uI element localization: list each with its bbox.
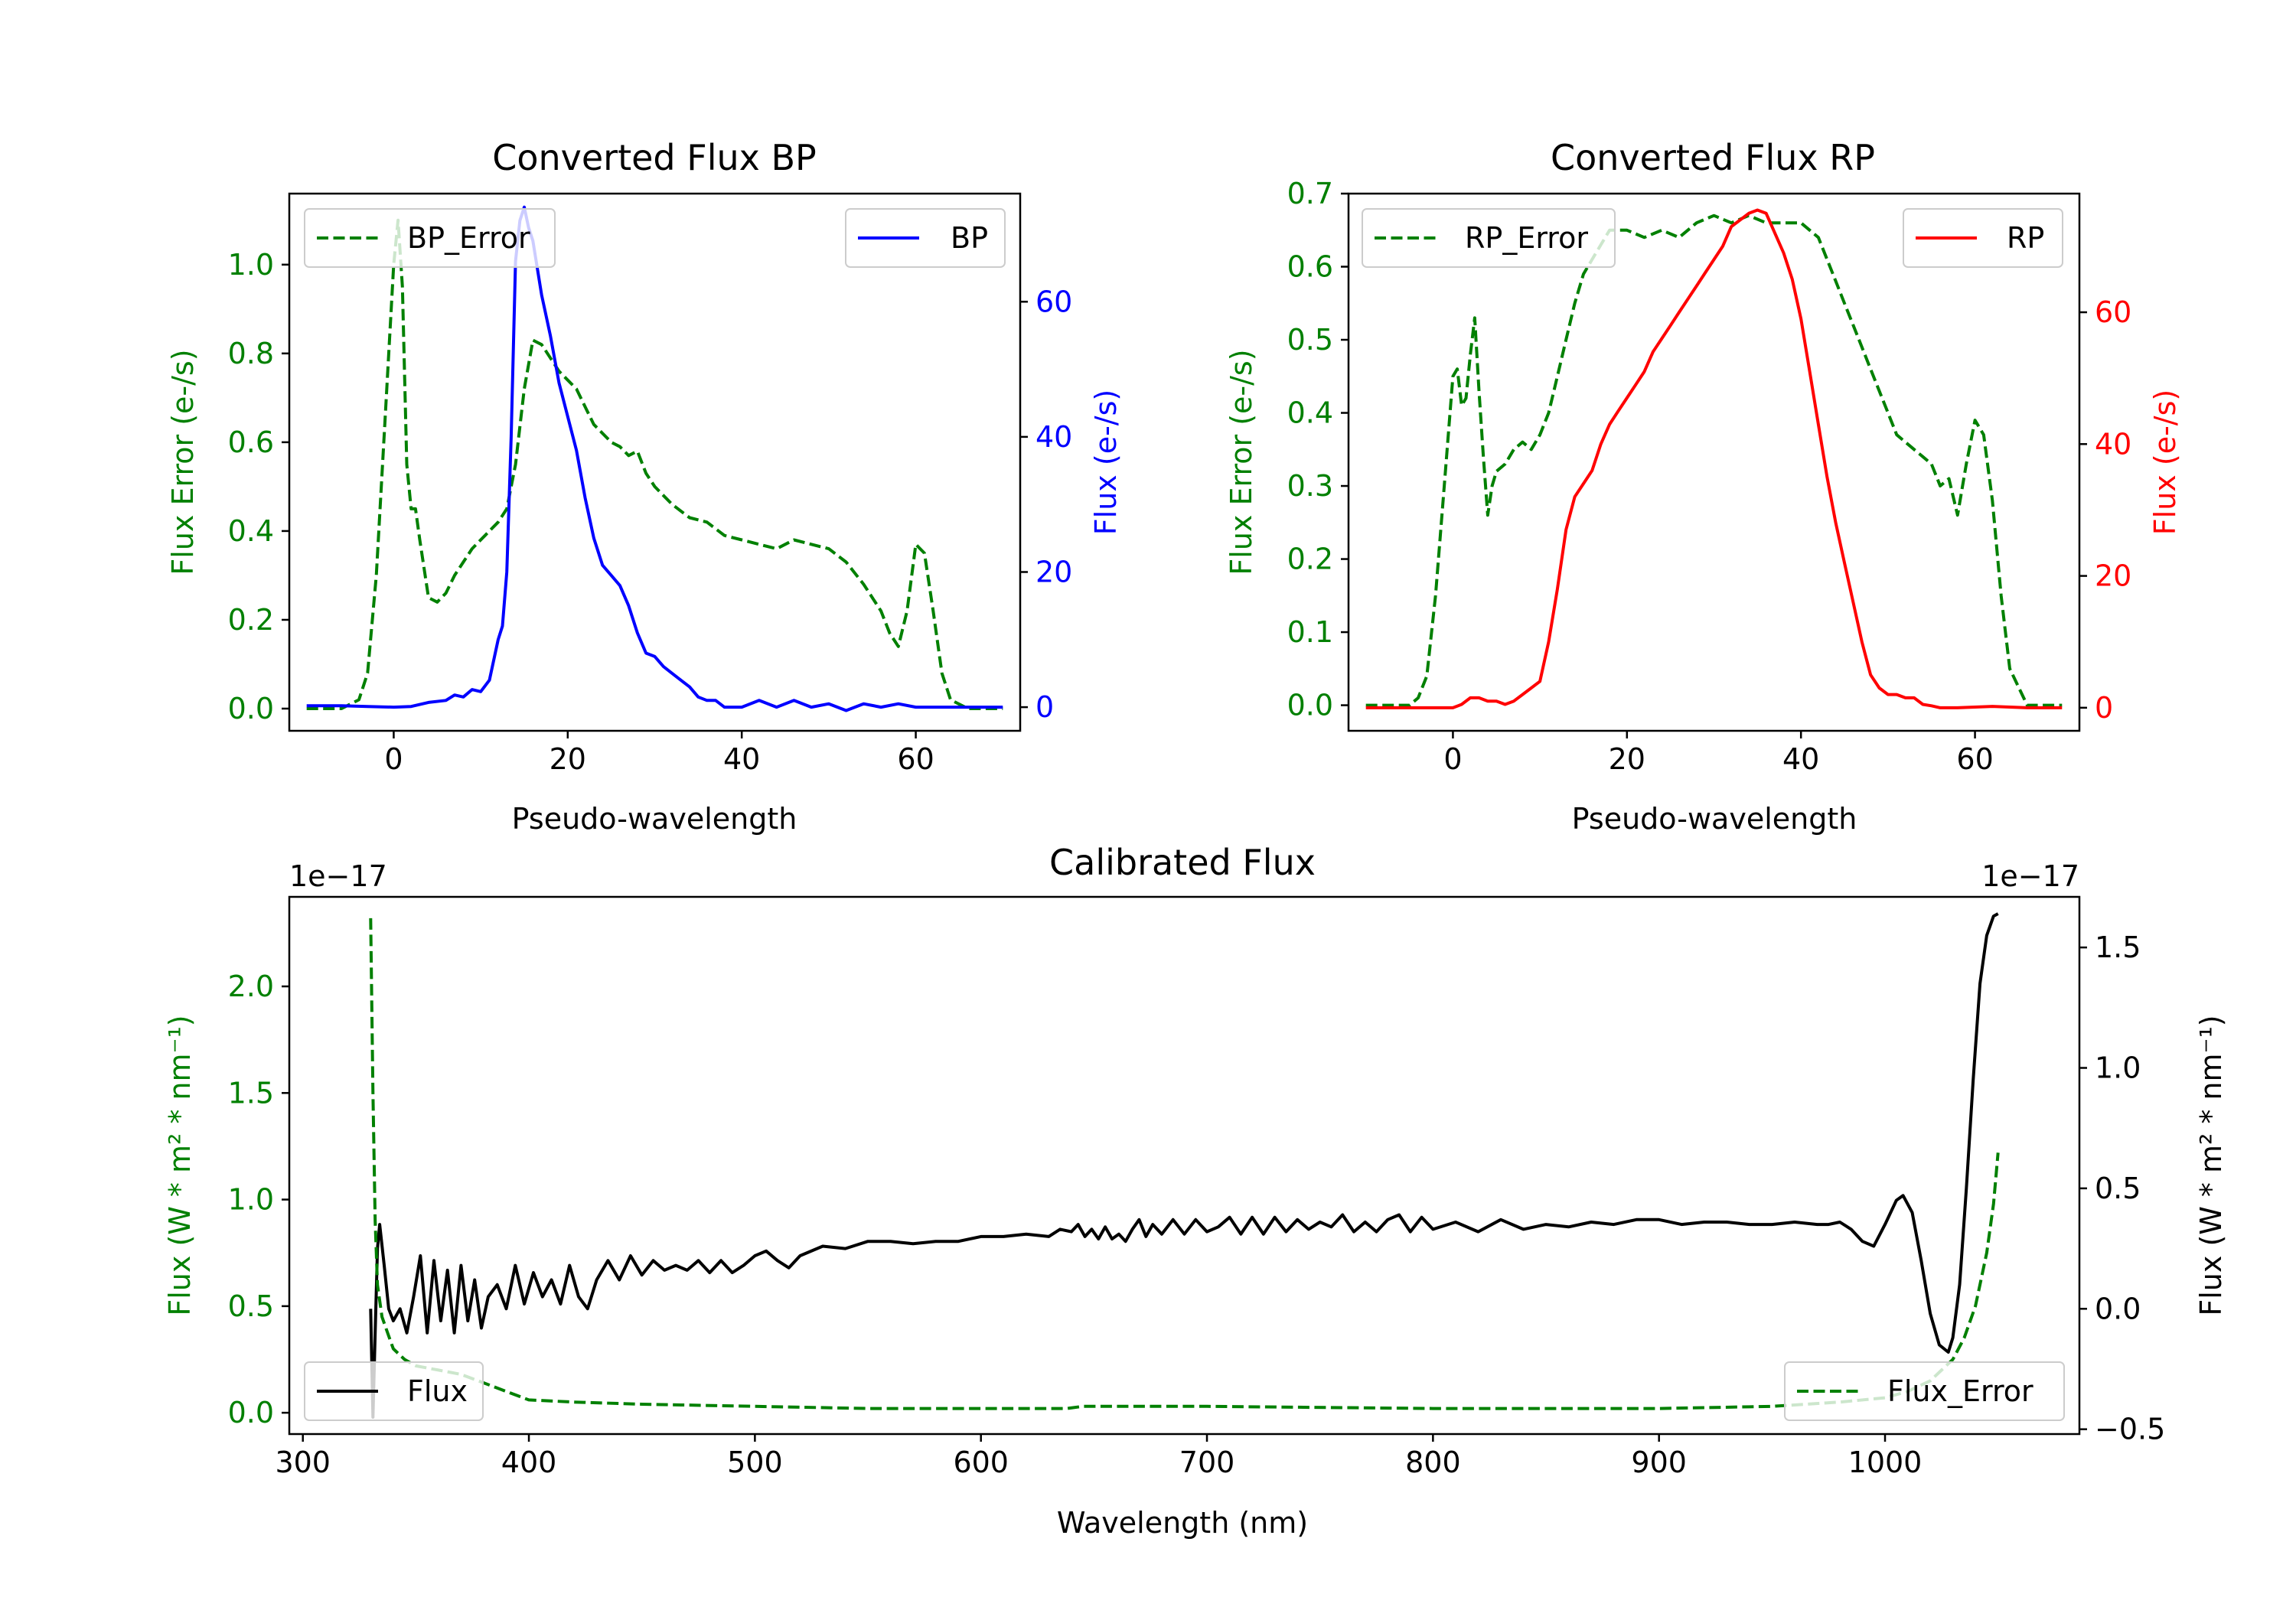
rp-xlabel: Pseudo-wavelength [1572, 802, 1857, 836]
rp-series-rp-error [1365, 214, 2063, 707]
bp-lines [306, 205, 1003, 712]
calibrated-legend-left: Flux [304, 1361, 484, 1421]
bp-series-bp-error [306, 218, 1003, 710]
rp-ytick-right-label: 20 [2095, 559, 2131, 593]
bp-ytick-right-label: 0 [1035, 690, 1054, 724]
calibrated-axes-frame [288, 895, 2081, 1436]
calibrated-ticks: 300 400 500 600 700 800 900 1000 0.0 0.5 1.0 1.5 2.0… [228, 931, 2166, 1479]
rp-ytick-right-label: 60 [2095, 295, 2131, 329]
calibrated-ytick-left-label: 2.0 [228, 970, 274, 1003]
rp-legend-left-label: RP_Error [1465, 221, 1588, 255]
bp-legend-left-box [304, 208, 556, 268]
rp-legend-right-box [1903, 208, 2063, 268]
calibrated-ylabel-right: Flux (W * m² * nm⁻¹) [2194, 1015, 2228, 1315]
bp-legend-left-label: BP_Error [407, 221, 530, 255]
calibrated-series-flux [369, 912, 1999, 1419]
rp-series-rp [1365, 208, 2063, 709]
calibrated-ytick-left-label: 0.5 [228, 1289, 274, 1323]
calibrated-panel: Calibrated Flux 300 400 500 600 700 800 900 100… [163, 842, 2228, 1540]
calibrated-xtick-label: 700 [1179, 1446, 1235, 1479]
rp-legend-right: RP [1903, 208, 2063, 268]
bp-legend-left: BP_Error [304, 208, 556, 268]
rp-ylabel-left: Flux Error (e-/s) [1225, 349, 1258, 575]
calibrated-ylabel-left: Flux (W * m² * nm⁻¹) [163, 1015, 197, 1315]
bp-ytick-right-label: 20 [1035, 555, 1072, 588]
calibrated-ytick-left-label: 1.5 [228, 1076, 274, 1110]
rp-ytick-right-label: 40 [2095, 427, 2131, 461]
bp-ytick-left-label: 0.4 [228, 514, 274, 548]
bp-ytick-right-label: 40 [1035, 420, 1072, 454]
rp-legend-right-label: RP [2007, 221, 2044, 255]
rp-axes-frame [1347, 192, 2081, 732]
bp-ytick-left-label: 0.0 [228, 692, 274, 725]
rp-legend-left-box [1362, 208, 1616, 268]
rp-ytick-left-label: 0.7 [1287, 177, 1333, 210]
calibrated-ytick-left-label: 1.0 [228, 1183, 274, 1217]
calibrated-xtick-label: 900 [1631, 1446, 1687, 1479]
rp-ytick-left-label: 0.2 [1287, 543, 1333, 576]
rp-xtick-label: 40 [1782, 742, 1819, 776]
calibrated-offset-right: 1e−17 [1981, 859, 2079, 893]
rp-ylabel-right: Flux (e-/s) [2148, 390, 2182, 535]
bp-xtick-label: 40 [723, 742, 760, 776]
bp-xtick-label: 20 [550, 742, 586, 776]
bp-ticks: 0 20 40 60 0.0 0.2 0.4 0.6 0.8 1.0 0 20 40 60 [228, 248, 1073, 776]
bp-ytick-left-label: 0.2 [228, 603, 274, 637]
rp-ytick-left-label: 0.6 [1287, 250, 1333, 284]
bp-legend-right: BP [845, 208, 1006, 268]
calibrated-xtick-label: 300 [275, 1446, 331, 1479]
bp-ytick-right-label: 60 [1035, 285, 1072, 318]
calibrated-xtick-label: 400 [501, 1446, 557, 1479]
bp-ytick-left-label: 0.6 [228, 425, 274, 459]
calibrated-xtick-label: 1000 [1848, 1446, 1923, 1479]
rp-xtick-label: 60 [1956, 742, 1993, 776]
bp-xtick-label: 60 [897, 742, 934, 776]
rp-ytick-left-label: 0.1 [1287, 615, 1333, 649]
rp-ytick-left-label: 0.5 [1287, 323, 1333, 357]
calibrated-ytick-left-label: 0.0 [228, 1396, 274, 1429]
bp-title: Converted Flux BP [492, 137, 817, 178]
rp-ytick-right-label: 0 [2095, 691, 2113, 725]
calibrated-xlabel: Wavelength (nm) [1057, 1506, 1308, 1540]
calibrated-xtick-label: 800 [1405, 1446, 1461, 1479]
bp-ytick-left-label: 1.0 [228, 248, 274, 282]
bp-ytick-left-label: 0.8 [228, 337, 274, 370]
rp-ticks: 0 20 40 60 0.0 0.1 0.2 0.3 0.4 0.5 0.6 0.7 0 20 40 60 [1287, 177, 2132, 776]
calibrated-legend-right-box [1784, 1361, 2065, 1421]
bp-xtick-label: 0 [384, 742, 403, 776]
rp-ytick-left-label: 0.4 [1287, 396, 1333, 430]
calibrated-lines [369, 912, 2000, 1419]
rp-panel: Converted Flux RP 0 20 40 60 0.0 0.1 0.2 0.3 0.4… [1225, 137, 2182, 836]
bp-ylabel-right: Flux (e-/s) [1089, 390, 1123, 535]
rp-lines [1365, 208, 2063, 709]
calibrated-xtick-label: 600 [953, 1446, 1009, 1479]
rp-ytick-left-label: 0.0 [1287, 689, 1333, 722]
rp-xtick-label: 20 [1609, 742, 1645, 776]
rp-title: Converted Flux RP [1551, 137, 1875, 178]
calibrated-ytick-right-label: 0.0 [2095, 1292, 2141, 1325]
calibrated-ytick-right-label: 0.5 [2095, 1172, 2141, 1205]
calibrated-legend-left-box [304, 1361, 484, 1421]
calibrated-offset-left: 1e−17 [289, 859, 387, 893]
bp-xlabel: Pseudo-wavelength [512, 802, 797, 836]
calibrated-ytick-right-label: −0.5 [2095, 1413, 2165, 1446]
calibrated-legend-left-label: Flux [407, 1374, 468, 1408]
calibrated-title: Calibrated Flux [1049, 842, 1316, 883]
calibrated-legend-right: Flux_Error [1784, 1361, 2065, 1421]
rp-xtick-label: 0 [1443, 742, 1462, 776]
bp-ylabel-left: Flux Error (e-/s) [166, 349, 200, 575]
bp-legend-right-box [845, 208, 1006, 268]
calibrated-series-flux-error [369, 918, 2000, 1410]
calibrated-legend-right-label: Flux_Error [1887, 1374, 2033, 1408]
calibrated-ytick-right-label: 1.0 [2095, 1051, 2141, 1085]
bp-axes-frame [288, 192, 1022, 732]
calibrated-xtick-label: 500 [727, 1446, 783, 1479]
bp-panel: Converted Flux BP 0 20 40 60 0.0 0.2 0.4 0.6 0.8… [166, 137, 1123, 836]
bp-legend-right-label: BP [951, 221, 988, 255]
rp-ytick-left-label: 0.3 [1287, 469, 1333, 503]
calibrated-ytick-right-label: 1.5 [2095, 931, 2141, 964]
rp-legend-left: RP_Error [1362, 208, 1616, 268]
bp-series-bp [306, 205, 1003, 712]
